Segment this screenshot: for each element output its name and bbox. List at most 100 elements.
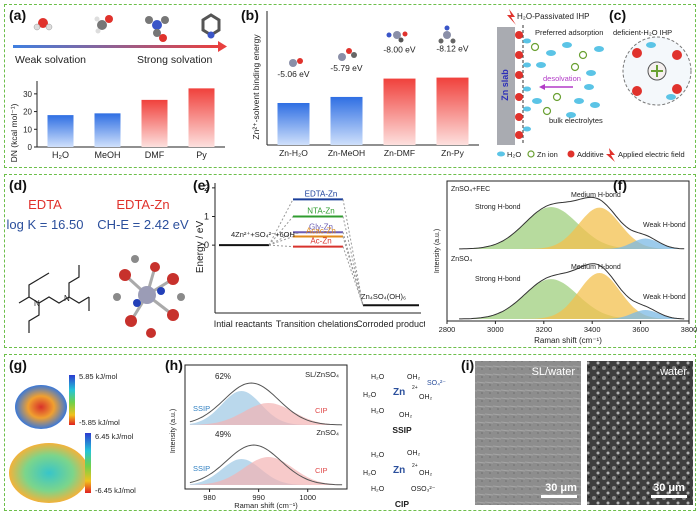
electrolyte-particles [515,31,604,139]
esp-map-bottom [9,443,89,503]
panel-d-figure: EDTA log K = 16.50 EDTA-Zn CH-E = 2.42 e… [7,197,189,338]
panel-g-label: (g) [9,357,27,373]
panel-h-frame [184,364,348,490]
f-xtick: 3400 [584,325,601,334]
row-2: (d) EDTA log K = 16.50 EDTA-Zn CH-E = 2.… [4,174,697,348]
svg-text:SO₄²⁻: SO₄²⁻ [427,380,446,387]
panel-f: (f) Intensity (a.u.) ZnSO₄+FEC ZnSO₄ Str… [431,175,697,347]
f-bot-medium: Medium H-bond [571,264,621,271]
svg-text:H₂O: H₂O [507,150,521,159]
a-ytick: 0 [28,143,33,152]
e-series-label: Acac-Zn [306,227,336,236]
row-1: (a) Weak solvation Strong solvation 0 10 2… [4,4,696,168]
f-bot-weak: Weak H-bond [643,294,686,301]
f-xtick: 3600 [632,325,649,334]
b-xtick: Zn-Py [441,148,464,158]
panel-c: (c) Zn slab H₂O-Passivated IHP Preferred… [491,5,697,167]
panel-e-figure: Energy / eV 0 1 2 EDTA-Zn NTA-Zn Gly-ZnAcac-… [195,183,427,329]
panel-b-label: (b) [241,7,259,23]
panel-f-figure: Intensity (a.u.) ZnSO₄+FEC ZnSO₄ Strong … [434,180,697,345]
i-left-scale-text: 30 μm [545,482,577,494]
f-xtick: 2800 [439,325,456,334]
svg-text:H₂O: H₂O [371,408,385,415]
a-xtick: MeOH [94,150,120,160]
panel-d-label: (d) [9,177,27,193]
b-bar [436,77,469,145]
svg-text:OH₂: OH₂ [399,412,413,419]
svg-text:H₂O: H₂O [371,452,385,459]
molecule-h2o [33,18,53,31]
panel-a-label: (a) [9,7,27,23]
svg-text:OH₂: OH₂ [407,450,421,457]
esp-map-top [15,385,67,429]
b-bar [330,96,363,145]
g-bot-max: 6.45 kJ/mol [95,432,134,441]
e-ytick: 1 [204,212,209,222]
panel-b: (b) Zn²⁺-solvent binding energy -5.06 eV… [239,5,487,167]
b-bar [383,78,416,145]
strong-solvation-text: Strong solvation [137,54,212,66]
h-top-ssip: SSIP [193,404,210,413]
panel-d: (d) EDTA log K = 16.50 EDTA-Zn CH-E = 2.… [5,175,191,347]
cluster-zn-meoh [338,48,357,61]
edta-zn-che: CH-E = 2.42 eV [97,217,189,232]
panel-f-xlabel: Raman shift (cm⁻¹) [534,336,602,345]
h-xtick: 1000 [299,493,316,502]
ihp-title: H₂O-Passivated IHP [517,12,589,21]
svg-text:OH₂: OH₂ [419,470,433,477]
i-right-title: water [659,366,687,378]
b-bar [277,102,310,145]
svg-text:OH₂: OH₂ [407,374,421,381]
a-ytick: 30 [23,90,32,99]
svg-text:OH₂: OH₂ [419,394,433,401]
svg-text:H₂O: H₂O [371,374,385,381]
esp-scale-top [69,375,75,425]
e-series-label: NTA-Zn [307,207,334,216]
h-xtick: 990 [252,493,265,502]
svg-text:N: N [34,299,40,308]
b-xtick: Zn-DMF [384,148,415,158]
a-bar [188,88,215,147]
b-xtick: Zn-H₂O [279,148,308,158]
panel-a-ylabel: DN (kcal mol⁻¹) [9,103,19,162]
g-top-min: -5.85 kJ/mol [79,418,120,427]
panel-e-label: (e) [193,177,211,193]
cip-structure: Zn 2+ H₂O OH₂ H₂O OH₂ H₂O OSO₃²⁻ [363,450,436,493]
panel-h-xticks: 980 990 1000 [203,489,316,502]
svg-text:Zn: Zn [393,387,405,398]
panel-b-ylabel: Zn²⁺-solvent binding energy [251,34,261,140]
i-right-scale-text: 30 μm [653,482,685,494]
e-ytick: 0 [204,240,209,250]
molecule-dmf [145,16,169,42]
panel-f-ylabel: Intensity (a.u.) [434,229,441,273]
panel-c-label: (c) [609,7,627,23]
zn-slab [497,27,515,145]
product-text: Zn₄SO₄(OH)₆ [361,292,406,301]
h-bot-ssip: SSIP [193,464,210,473]
b-data-label: -5.06 eV [277,69,309,79]
h-bot-title: ZnSO₄ [316,428,339,437]
cip-caption: CIP [395,499,410,509]
panel-i: (i) SL/water water 30 μm [461,355,697,510]
zn-slab-label: Zn slab [500,69,510,101]
b-xtick: Zn-MeOH [328,148,365,158]
x-cat-transition: Transition chelations [276,319,359,329]
deficient-ihp-text: deficient-H₂O IHP [613,28,672,37]
electric-field-icon [507,9,516,25]
a-xtick: H₂O [52,150,69,160]
f-top-strong: Strong H-bond [475,204,521,211]
f-bot-title: ZnSO₄ [451,256,472,263]
svg-text:H₂O: H₂O [363,392,377,399]
panel-f-frame [446,180,690,322]
a-ytick: 10 [23,125,32,134]
a-xtick: Py [196,150,207,160]
panel-i-label: (i) [461,357,475,373]
panel-a-figure: Weak solvation Strong solvation 0 10 20 30 H… [9,13,227,162]
h-bot-cip: CIP [315,466,328,475]
h-top-cip: CIP [315,406,328,415]
molecule-py [201,13,221,39]
bulk-electrolytes-text: bulk electrolytes [549,116,603,125]
e-series-label: EDTA-Zn [305,189,338,198]
svg-text:Zn: Zn [393,465,405,476]
panel-b-bars: -5.06 eV Zn-H₂O -5.79 eV Zn-MeOH -8.00 eV Zn-… [277,44,468,158]
